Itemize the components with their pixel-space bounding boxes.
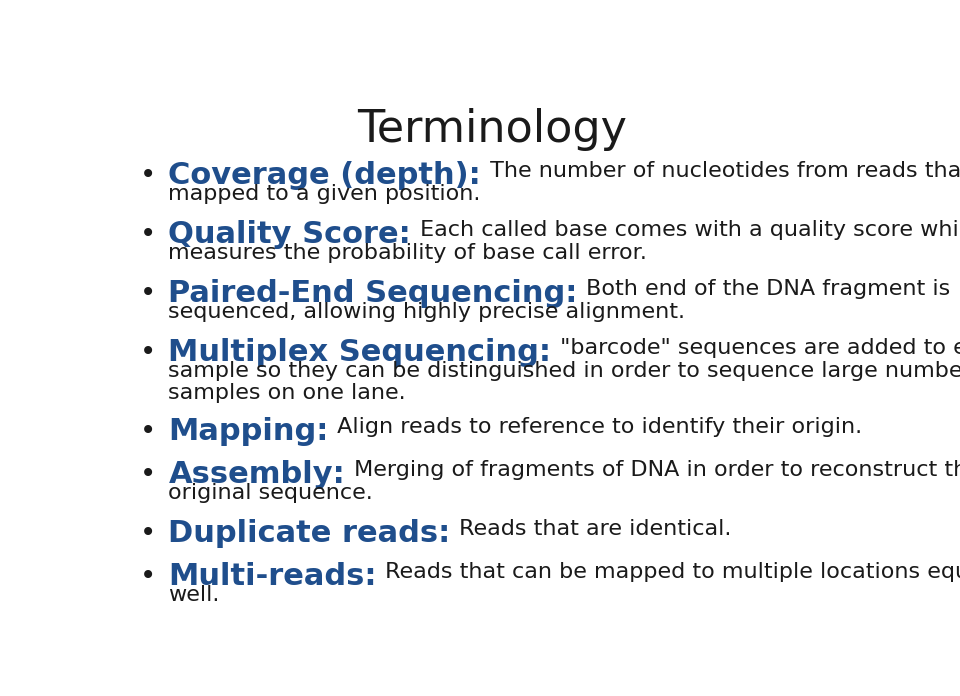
Text: Quality Score:: Quality Score:: [168, 220, 411, 249]
Text: Terminology: Terminology: [357, 108, 627, 150]
Text: mapped to a given position.: mapped to a given position.: [168, 184, 481, 204]
Text: Assembly:: Assembly:: [168, 460, 345, 489]
Text: •: •: [140, 519, 156, 547]
Text: sample so they can be distinguished in order to sequence large number of: sample so they can be distinguished in o…: [168, 361, 960, 381]
Text: •: •: [140, 220, 156, 248]
Text: Mapping:: Mapping:: [168, 418, 328, 446]
Text: •: •: [140, 279, 156, 307]
Text: Coverage (depth):: Coverage (depth):: [168, 161, 481, 190]
Text: Multiplex Sequencing:: Multiplex Sequencing:: [168, 338, 551, 367]
Text: •: •: [140, 338, 156, 366]
Text: Reads that can be mapped to multiple locations equally: Reads that can be mapped to multiple loc…: [378, 562, 960, 582]
Text: •: •: [140, 418, 156, 445]
Text: well.: well.: [168, 585, 220, 605]
Text: measures the probability of base call error.: measures the probability of base call er…: [168, 243, 647, 262]
Text: sequenced, allowing highly precise alignment.: sequenced, allowing highly precise align…: [168, 301, 685, 322]
Text: Multi-reads:: Multi-reads:: [168, 562, 377, 591]
Text: Merging of fragments of DNA in order to reconstruct the: Merging of fragments of DNA in order to …: [347, 460, 960, 480]
Text: •: •: [140, 161, 156, 189]
Text: Each called base comes with a quality score which: Each called base comes with a quality sc…: [413, 220, 960, 240]
Text: Reads that are identical.: Reads that are identical.: [452, 519, 732, 539]
Text: Duplicate reads:: Duplicate reads:: [168, 519, 450, 548]
Text: original sequence.: original sequence.: [168, 483, 373, 503]
Text: Paired-End Sequencing:: Paired-End Sequencing:: [168, 279, 578, 308]
Text: Align reads to reference to identify their origin.: Align reads to reference to identify the…: [330, 418, 862, 437]
Text: •: •: [140, 460, 156, 489]
Text: •: •: [140, 562, 156, 590]
Text: "barcode" sequences are added to each: "barcode" sequences are added to each: [553, 338, 960, 358]
Text: The number of nucleotides from reads that are: The number of nucleotides from reads tha…: [483, 161, 960, 181]
Text: samples on one lane.: samples on one lane.: [168, 383, 406, 403]
Text: Both end of the DNA fragment is: Both end of the DNA fragment is: [579, 279, 950, 299]
